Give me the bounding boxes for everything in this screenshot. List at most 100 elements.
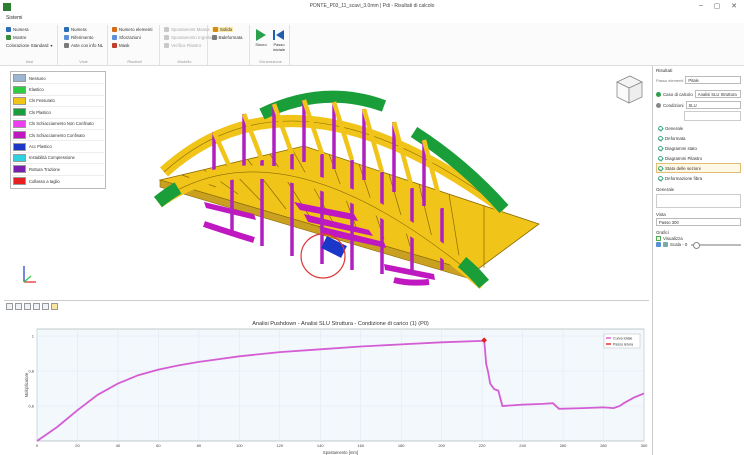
ribbon-spostamento-ingrelamento[interactable]: Spostamento Ingrelamento [164,35,224,40]
grafici-label: Grafici [656,230,669,235]
results-list-item[interactable]: Stato delle sezioni [656,163,741,173]
legend-label: Cls Schiacciamento Non Confinato [29,121,94,127]
bridge-3d-model[interactable] [144,84,549,289]
x-tick-label: 240 [519,443,526,448]
mask-icon [112,43,117,48]
view-cube[interactable] [612,72,646,108]
condition-detail-box [684,111,741,121]
pushover-curve-chart[interactable]: 0 20 40 60 80 100 120 140 160 180 200 220 240 260 280 3… [4,301,649,455]
ribbon-group-viste: Numera Riferimento Aste con info NL Vist… [60,25,108,65]
chart-legend [603,333,641,349]
ribbon-viste-numera[interactable]: Numera [64,27,87,32]
generale-box [656,194,741,208]
legend-row: Cls Schiacciamento Non Confinato [12,119,104,130]
chart-tool-pan-icon[interactable] [33,303,40,310]
ribbon-mask[interactable]: Mask [112,43,130,48]
legend-label: Cls Fessurato [29,98,55,104]
legend-label: Nessuno [29,75,46,81]
results-list-item[interactable]: Diagrammi Pilastro [656,153,741,163]
chart-tool-zoom-icon[interactable] [24,303,31,310]
ribbon-verifica-pilastro[interactable]: Verifica Pilastro [164,43,201,48]
ribbon-numero-elementi[interactable]: Numero elementi [112,27,152,32]
ribbon-assi-colorazione[interactable]: Colorazione Standard ▾ [6,43,53,48]
menu-sistemi[interactable]: Sistemi [6,15,23,21]
y-tick-label: 1 [32,334,35,339]
show-icon [6,35,11,40]
ribbon-assi-numera[interactable]: Numera [6,27,29,32]
show-label: Visualizza [663,236,683,241]
window-title: PONTE_P03_11_scavi_3.0mm | Pdi - Risulta… [309,3,435,9]
check-circle-icon [658,145,663,151]
show-checkbox[interactable] [656,236,661,241]
check-icon [164,43,169,48]
maximize-button[interactable]: ▢ [713,3,721,10]
ribbon-indeformata[interactable]: Indeformata [212,35,242,40]
condition-select[interactable]: SLU [685,101,741,109]
case-icon [656,91,661,97]
chart-icon[interactable] [656,242,661,247]
scale-label: Scala - 0 [670,242,688,247]
ribbon-sforzazioni[interactable]: Sforzazioni [112,35,141,40]
undeformed-icon [212,35,217,40]
ribbon-viste-riferimento[interactable]: Riferimento [64,35,93,40]
ribbon-solido[interactable]: Solido [212,27,234,32]
results-list-item[interactable]: Diagrammi stato [656,143,741,153]
deck-plastic-zones [204,202,435,280]
x-tick-label: 160 [357,443,364,448]
results-list-label: Generale [665,125,684,131]
results-list-item[interactable]: Generale [656,123,741,133]
results-list-label: Diagrammi stato [665,145,697,151]
legend-row: Cls Plastico [12,107,104,119]
legend-swatch [13,108,26,117]
legend-label: Collasso a taglio [29,178,60,184]
arch-bracing [211,99,445,209]
legend-label: Cls Plastico [29,109,51,115]
number-icon [64,27,69,32]
chart-tool-copy-icon[interactable] [6,303,13,310]
x-axis-label: Spostamento [mm] [323,450,358,455]
panel-header: Risultati [656,68,673,73]
results-list-item[interactable]: Deformazione fibra [656,173,741,183]
grid-icon [112,27,117,32]
mass-icon [164,27,169,32]
chart-legend-label: Curva totale [613,337,632,341]
title-bar: PONTE_P03_11_scavi_3.0mm | Pdi - Risulta… [0,0,744,14]
solid-icon [213,27,218,32]
close-button[interactable]: ✕ [731,3,737,10]
chart-tool-settings-icon[interactable] [51,303,58,310]
legend-row: Cls Fessurato [12,96,104,108]
case-select[interactable]: Analisi SLU Struttura [694,90,741,98]
3d-viewport[interactable]: Nessuno Elastico Cls Fessurato Cls Plastico… [4,66,649,296]
chart-tool-fit-icon[interactable] [42,303,49,310]
ribbon-assi-mostre[interactable]: Mostre [6,35,26,40]
chart-legend-label: Passo letura [613,343,633,347]
plot-area [36,328,645,442]
initial-step-button[interactable]: Passo iniziale [271,29,287,52]
ribbon-viste-aste[interactable]: Aste con info NL [64,43,103,48]
results-side-panel: Risultati Passo elementi Pitale Caso di … [652,66,744,455]
ribbon-group-modello: Spostamenti Massa Spostamento Ingrelamen… [162,25,224,65]
pushover-chart-panel: 0 20 40 60 80 100 120 140 160 180 200 220 240 260 280 3… [4,300,649,455]
case-row: Caso di calcolo Analisi SLU Struttura [656,90,741,98]
run-button[interactable]: Sincro [253,29,269,47]
element-combo[interactable]: Pitale [685,76,741,84]
results-type-list: Generale Deformata Diagrammi stato Diagramm… [656,123,741,183]
legend-row: Collasso a taglio [12,176,104,187]
legend-swatch [13,142,26,151]
legend-label: Elastico [29,87,44,93]
legend-swatch [13,96,26,105]
x-tick-label: 60 [156,443,161,448]
x-tick-label: 180 [398,443,405,448]
scale-row: Scala - 0 [656,241,741,249]
minimize-button[interactable]: – [699,2,703,9]
skip-back-icon [273,29,285,41]
scale-slider[interactable] [691,241,741,249]
vista-select[interactable]: Passo 300 [656,218,741,226]
x-tick-label: 200 [438,443,445,448]
results-list-item[interactable]: Deformata [656,133,741,143]
table-icon[interactable] [663,242,668,247]
legend-swatch [13,131,26,140]
chart-tool-print-icon[interactable] [15,303,22,310]
ribbon-spostamenti-massa[interactable]: Spostamenti Massa [164,27,210,32]
results-legend: Nessuno Elastico Cls Fessurato Cls Plastico… [10,71,106,189]
